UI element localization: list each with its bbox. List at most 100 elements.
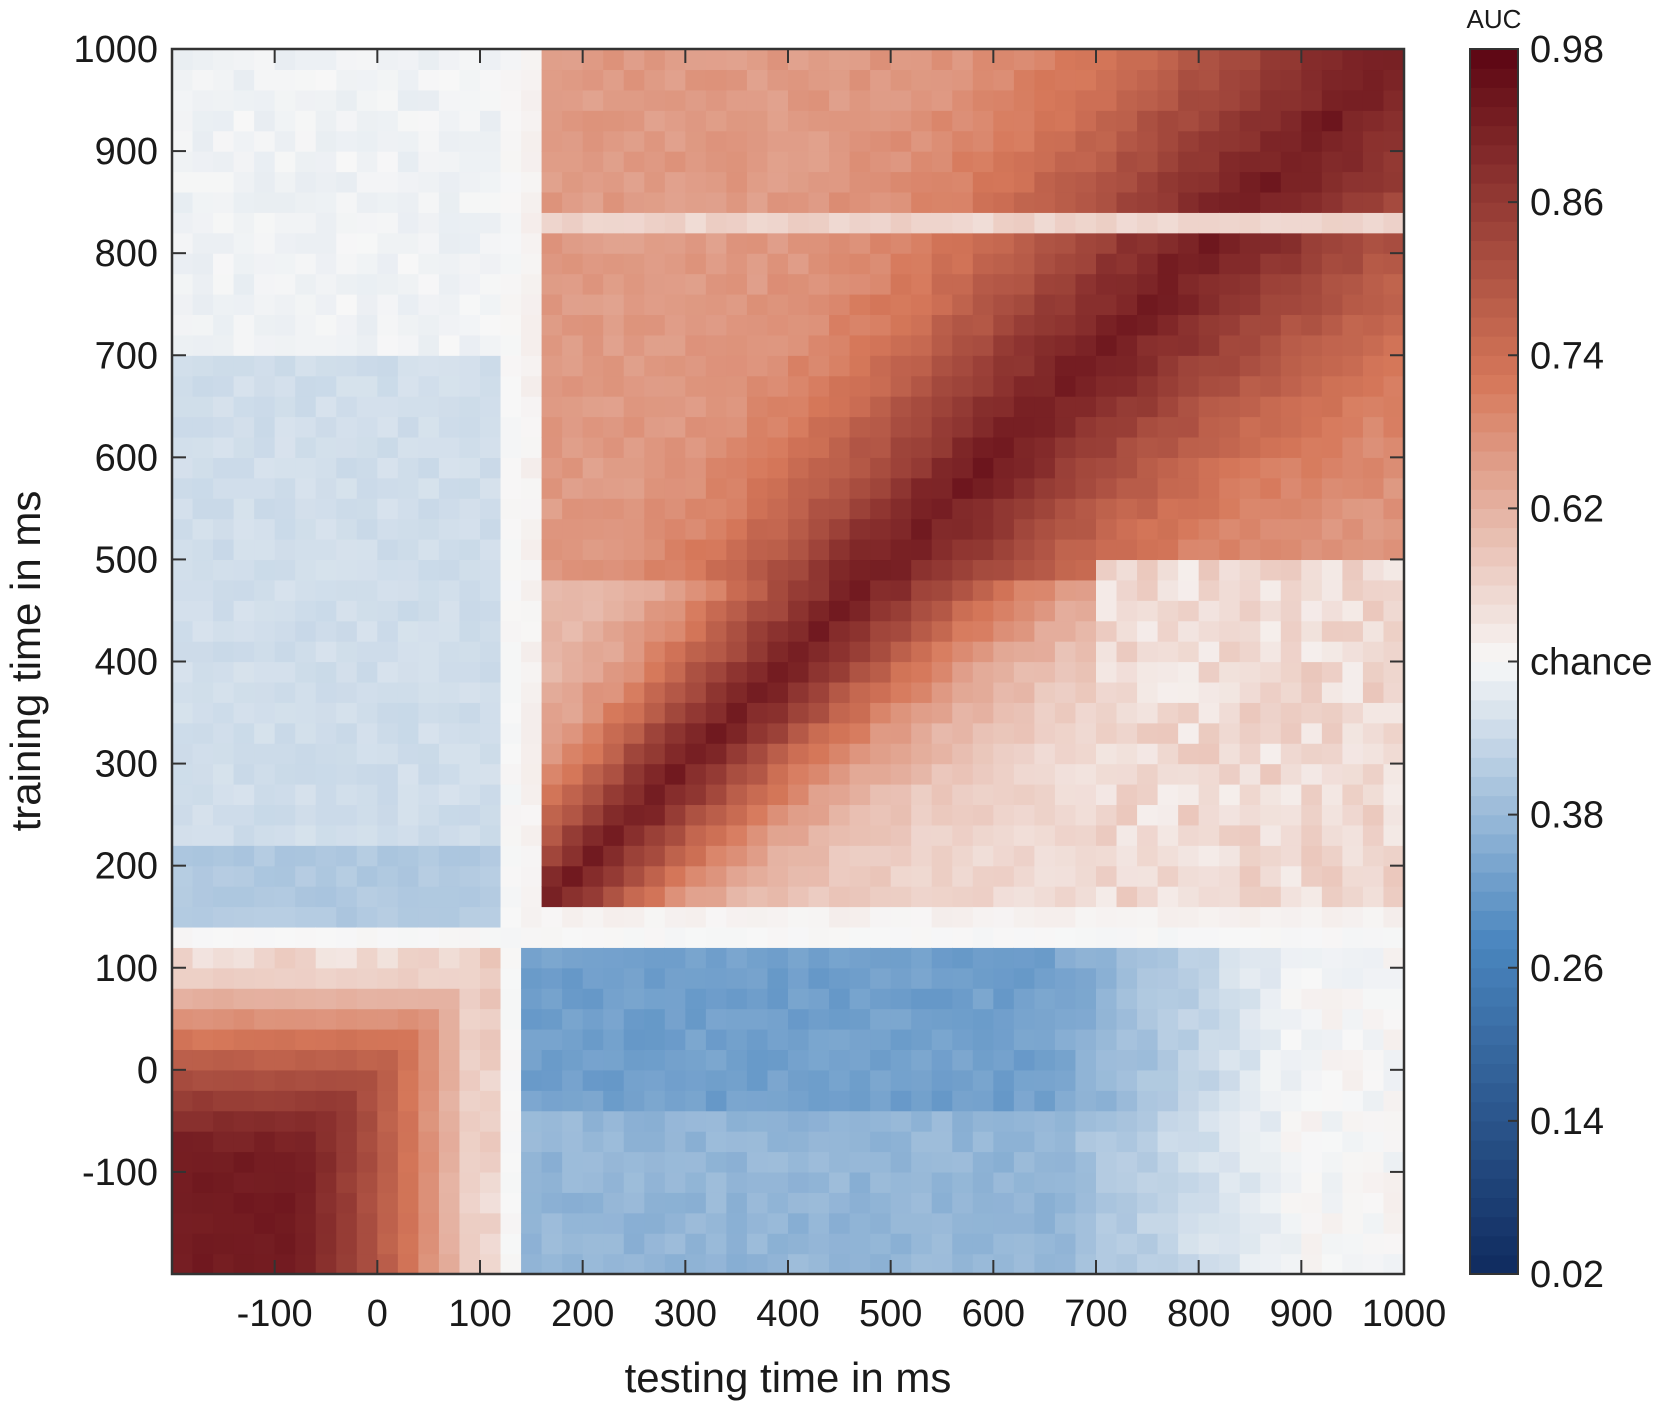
heatmap-cell (274, 1049, 296, 1071)
heatmap-cell (890, 845, 912, 867)
heatmap-cell (377, 416, 399, 438)
heatmap-cell (1054, 396, 1077, 418)
heatmap-cell (1219, 273, 1241, 295)
heatmap-cell (1321, 314, 1343, 336)
heatmap-cell (1219, 232, 1241, 254)
heatmap-cell (172, 865, 194, 887)
heatmap-cell (644, 641, 666, 663)
heatmap-cell (767, 1029, 789, 1051)
heatmap-cell (746, 171, 769, 193)
heatmap-cell (1137, 1029, 1159, 1051)
heatmap-cell (295, 865, 317, 887)
heatmap-cell (1362, 253, 1385, 275)
heatmap-cell (788, 130, 810, 152)
heatmap-cell (890, 539, 912, 561)
heatmap-cell (213, 1253, 235, 1275)
heatmap-cell (788, 1008, 810, 1030)
heatmap-cell (726, 1029, 748, 1051)
heatmap-cell (192, 375, 214, 397)
heatmap-cell (1260, 436, 1282, 458)
heatmap-cell (931, 661, 953, 683)
heatmap-cell (788, 1151, 810, 1173)
heatmap-cell (993, 743, 1015, 765)
heatmap-cell (1054, 600, 1077, 622)
heatmap-cell (336, 355, 358, 377)
heatmap-cell (623, 1171, 645, 1193)
colorbar-segment (1470, 355, 1518, 375)
heatmap-cell (623, 559, 645, 581)
heatmap-cell (1362, 334, 1385, 356)
heatmap-cell (1383, 1233, 1405, 1255)
heatmap-cell (1013, 1171, 1035, 1193)
heatmap-cell (336, 1253, 358, 1275)
heatmap-cell (952, 886, 974, 908)
heatmap-cell (685, 559, 707, 581)
heatmap-cell (254, 1192, 276, 1214)
heatmap-cell (1219, 702, 1241, 724)
heatmap-cell (356, 559, 378, 581)
heatmap-cell (480, 436, 502, 458)
heatmap-cell (890, 967, 912, 989)
heatmap-cell (480, 89, 502, 111)
heatmap-cell (1034, 314, 1056, 336)
heatmap-cell (1054, 865, 1077, 887)
heatmap-cell (767, 1192, 789, 1214)
heatmap-cell (1096, 416, 1118, 438)
heatmap-cell (1383, 539, 1405, 561)
heatmap-cell (480, 865, 502, 887)
heatmap-cell (1342, 1233, 1364, 1255)
heatmap-cell (582, 1212, 604, 1234)
heatmap-cell (480, 743, 502, 765)
heatmap-cell (808, 1008, 830, 1030)
heatmap-cell (1198, 212, 1220, 234)
heatmap-cell (1301, 1090, 1323, 1112)
heatmap-cell (1013, 396, 1035, 418)
heatmap-cell (685, 865, 707, 887)
heatmap-cell (952, 1233, 974, 1255)
heatmap-cell (849, 1212, 871, 1234)
heatmap-cell (1280, 600, 1302, 622)
heatmap-cell (726, 273, 748, 295)
heatmap-cell (1096, 69, 1118, 91)
heatmap-cell (705, 600, 727, 622)
heatmap-cell (397, 620, 419, 642)
heatmap-cell (685, 661, 707, 683)
heatmap-cell (541, 518, 563, 540)
heatmap-cell (829, 620, 851, 642)
heatmap-cell (582, 355, 604, 377)
heatmap-cell (274, 253, 296, 275)
heatmap-cell (1301, 886, 1323, 908)
colorbar-segment (1470, 1082, 1518, 1103)
heatmap-cell (480, 579, 502, 601)
heatmap-cell (192, 1233, 214, 1255)
heatmap-cell (459, 804, 481, 826)
colorbar-segment (1470, 680, 1518, 701)
heatmap-cell (1137, 1253, 1159, 1275)
heatmap-cell (172, 600, 194, 622)
heatmap-cell (1280, 804, 1302, 826)
heatmap-cell (192, 1171, 214, 1193)
heatmap-cell (931, 110, 953, 132)
heatmap-cell (336, 1008, 358, 1030)
heatmap-cell (1116, 1151, 1138, 1173)
heatmap-cell (1034, 722, 1056, 744)
heatmap-cell (726, 1253, 748, 1275)
heatmap-cell (890, 1171, 912, 1193)
heatmap-cell (1157, 784, 1179, 806)
heatmap-cell (1116, 110, 1138, 132)
heatmap-cell (582, 1008, 604, 1030)
heatmap-cell (254, 110, 276, 132)
heatmap-cell (911, 539, 933, 561)
heatmap-cell (746, 539, 769, 561)
heatmap-cell (480, 1192, 502, 1214)
heatmap-cell (1178, 1151, 1200, 1173)
heatmap-cell (1301, 926, 1323, 948)
heatmap-cell (603, 436, 625, 458)
heatmap-cell (664, 416, 686, 438)
heatmap-cell (603, 69, 625, 91)
heatmap-cell (377, 477, 399, 499)
heatmap-cell (1178, 375, 1200, 397)
y-tick-label: 1000 (73, 29, 158, 71)
heatmap-cell (993, 804, 1015, 826)
heatmap-cell (397, 743, 419, 765)
